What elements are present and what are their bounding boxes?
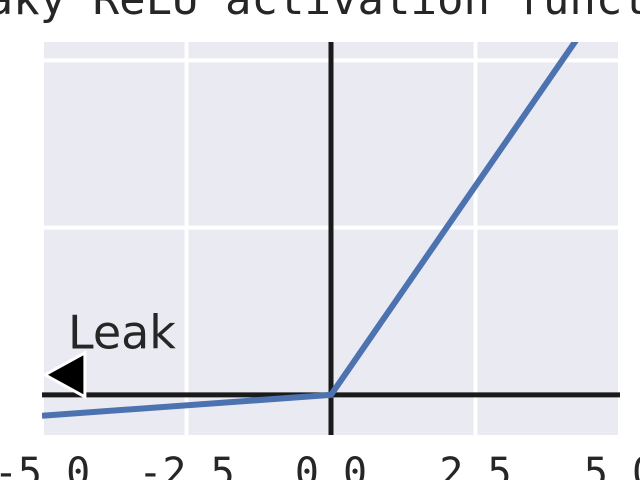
- chart-title: Leaky ReLU activation function: [0, 0, 640, 25]
- x-tick-label: 0.0: [295, 450, 367, 480]
- line: [42, 42, 579, 419]
- annotation-text: Leak: [68, 306, 176, 360]
- x-tick-label: -5.0: [0, 450, 90, 480]
- x-tick-label: 2.5: [439, 450, 511, 480]
- x-tick-label: 5.0: [584, 450, 640, 480]
- x-tick-label: -2.5: [138, 450, 234, 480]
- annotation-arrow: [41, 350, 87, 400]
